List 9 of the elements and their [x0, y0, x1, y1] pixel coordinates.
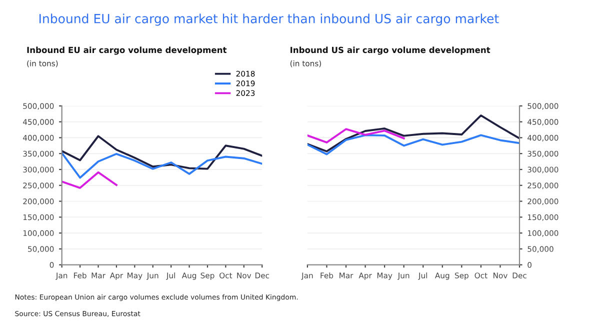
- chart-title: Inbound US air cargo volume development: [290, 46, 490, 55]
- line-series: [307, 134, 520, 156]
- text: Inbound EU air cargo market hit harder than inbound US air cargo market: [40, 14, 499, 26]
- line-series: [62, 171, 118, 189]
- line-series: [62, 135, 262, 170]
- line-series: [307, 128, 405, 144]
- line-series: [307, 114, 520, 152]
- line-series: [62, 152, 262, 179]
- chart-title: Inbound EU air cargo volume development: [27, 46, 227, 55]
